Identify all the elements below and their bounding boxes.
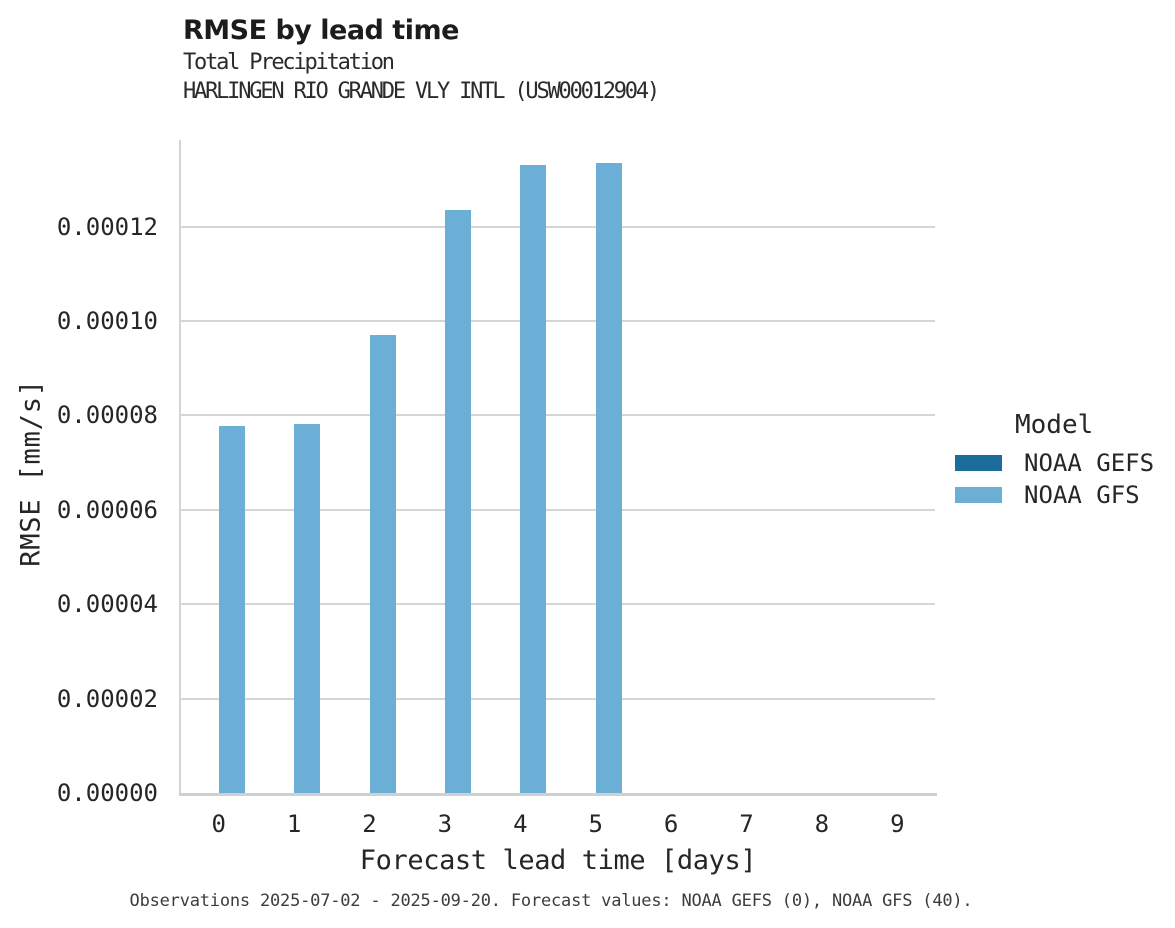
- y-axis-spine: [179, 140, 181, 796]
- gridline: [181, 508, 935, 511]
- y-tick-label: 0.00008: [56, 401, 158, 430]
- bar-noaa-gfs-lead-2: [369, 335, 396, 793]
- x-tick-label: 8: [814, 810, 830, 838]
- x-tick-label: 6: [663, 810, 679, 838]
- x-tick-label: 2: [362, 810, 377, 838]
- gridline: [181, 603, 935, 606]
- plot-area: [181, 140, 935, 793]
- legend-entry: NOAA GFS: [955, 479, 1154, 511]
- legend-title: Model: [1015, 410, 1094, 440]
- x-axis-spine: [179, 793, 937, 796]
- legend-entry: NOAA GEFS: [955, 447, 1154, 479]
- y-tick-label: 0.00006: [56, 495, 158, 524]
- x-tick-label: 9: [890, 810, 905, 838]
- gridline: [181, 414, 935, 417]
- bar-noaa-gfs-lead-3: [444, 210, 471, 793]
- gridline: [181, 225, 935, 228]
- y-axis-ticks: 0.00000 0.00002 0.00004 0.00006 0.00008 0.000…: [0, 140, 165, 807]
- legend-entries: NOAA GEFS NOAA GFS: [955, 447, 1154, 511]
- x-tick-label: 4: [513, 810, 528, 838]
- y-tick-label: 0.00004: [56, 590, 158, 619]
- legend: Model NOAA GEFS NOAA GFS: [955, 410, 1154, 511]
- gridline: [181, 697, 935, 700]
- chart-subtitle: Total Precipitation: [183, 50, 395, 75]
- y-tick-label: 0.00000: [56, 779, 158, 807]
- bar-noaa-gfs-lead-4: [520, 164, 547, 793]
- bar-noaa-gfs-lead-0: [218, 426, 245, 793]
- y-tick-label: 0.00012: [56, 212, 158, 241]
- y-tick-label: 0.00002: [56, 684, 158, 713]
- legend-swatch: [955, 455, 1002, 471]
- chart-title: RMSE by lead time: [183, 15, 459, 46]
- caption: Observations 2025-07-02 - 2025-09-20. Fo…: [129, 891, 973, 911]
- x-tick-label: 5: [588, 810, 603, 838]
- legend-label: NOAA GEFS: [1024, 449, 1155, 477]
- x-tick-label: 0: [211, 810, 226, 838]
- bar-noaa-gfs-lead-1: [294, 423, 321, 793]
- y-tick-label: 0.00010: [56, 307, 158, 335]
- x-tick-label: 3: [437, 810, 453, 838]
- x-axis-title: Forecast lead time [days]: [359, 845, 757, 876]
- chart-station-subtitle: HARLINGEN RIO GRANDE VLY INTL (USW000129…: [183, 79, 660, 104]
- x-tick-label: 1: [286, 810, 302, 838]
- gridline: [181, 320, 935, 323]
- x-tick-label: 7: [739, 810, 754, 838]
- legend-swatch: [955, 487, 1002, 503]
- bar-noaa-gfs-lead-5: [595, 162, 622, 793]
- x-axis-ticks: 0 1 2 3 4 5 6 7 8 9: [181, 810, 935, 840]
- legend-label: NOAA GFS: [1024, 481, 1140, 509]
